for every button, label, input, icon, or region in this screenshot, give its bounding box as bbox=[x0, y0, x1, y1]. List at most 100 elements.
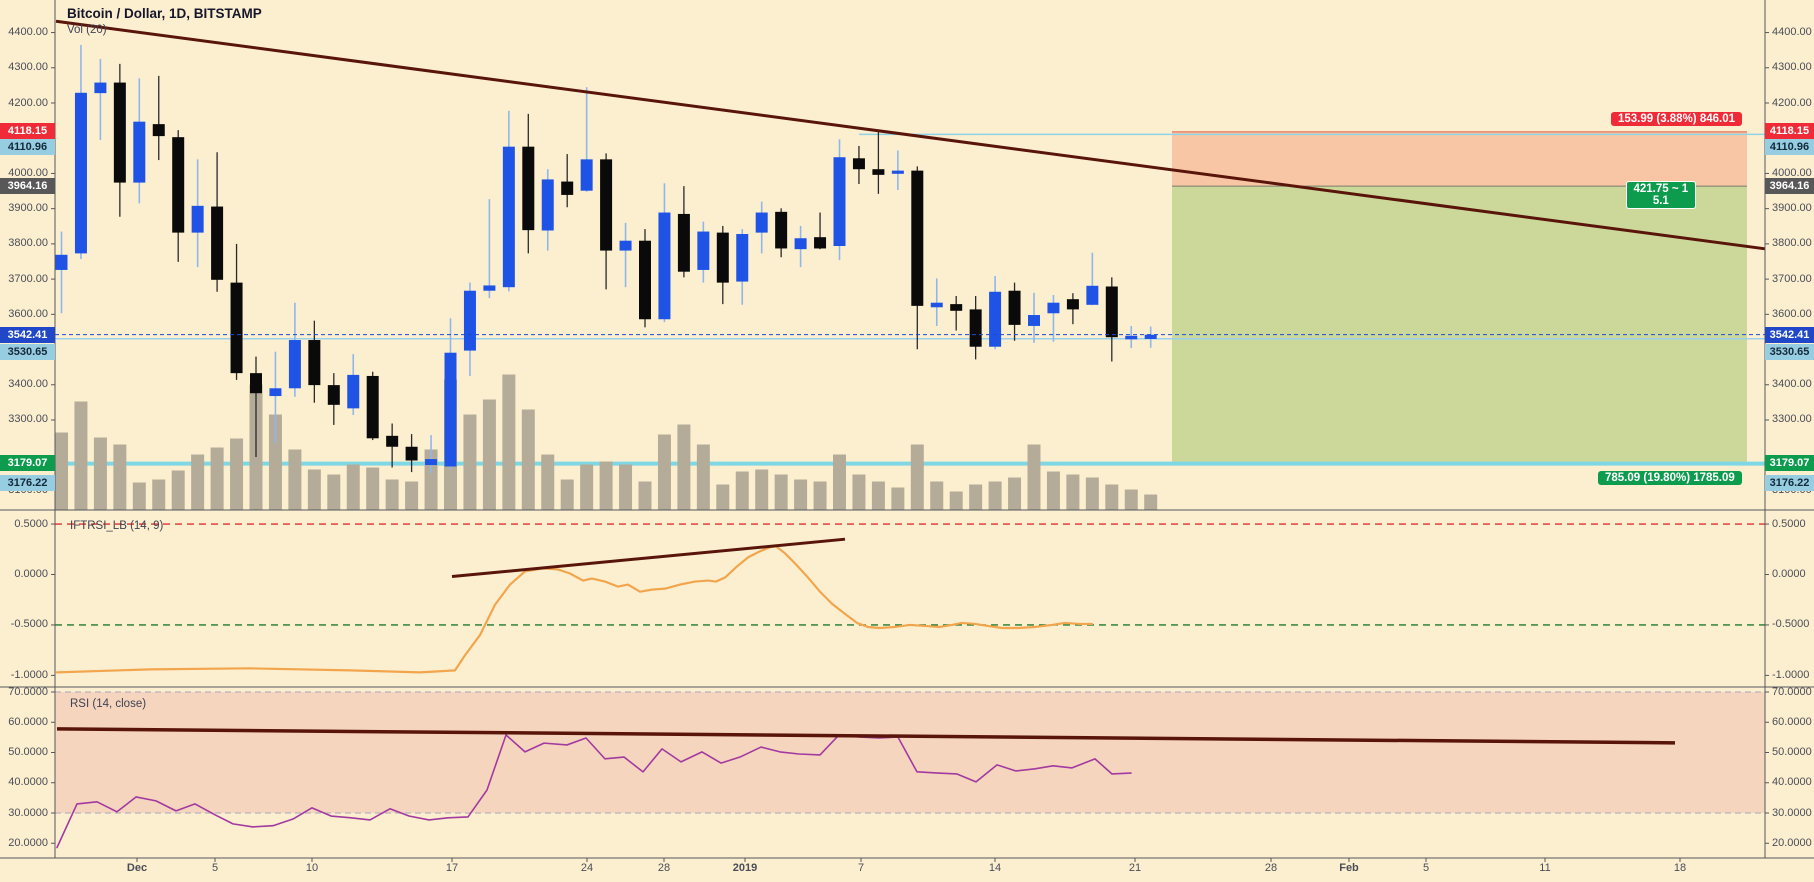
candle-body bbox=[74, 92, 87, 254]
candle-body bbox=[658, 212, 671, 320]
rsi-tick-label-left: 30.0000 bbox=[8, 806, 48, 819]
volume-bar bbox=[191, 454, 205, 510]
time-tick-label: 5 bbox=[1422, 862, 1430, 874]
position-target-zone[interactable] bbox=[1172, 186, 1747, 463]
candle-body bbox=[250, 373, 262, 394]
volume-bar bbox=[949, 491, 963, 510]
volume-bar bbox=[1008, 477, 1022, 510]
volume-bar bbox=[1046, 471, 1060, 510]
volume-bar bbox=[93, 437, 107, 510]
volume-bar bbox=[541, 454, 555, 510]
candle-body bbox=[891, 170, 904, 174]
candle-body bbox=[755, 212, 768, 233]
volume-bar bbox=[405, 481, 419, 510]
volume-bar bbox=[1144, 494, 1158, 510]
iftrsi-tick-label-right: -0.5000 bbox=[1772, 618, 1810, 631]
candle-body bbox=[211, 206, 224, 280]
price-axis-badge-right: 4118.15 bbox=[1765, 122, 1814, 139]
volume-bar bbox=[74, 401, 88, 510]
volume-bar bbox=[55, 432, 68, 510]
volume-bar bbox=[288, 449, 302, 510]
time-tick-label: Dec bbox=[126, 862, 148, 874]
rsi-tick-label-right: 40.0000 bbox=[1772, 776, 1812, 789]
price-axis-badge-left: 4110.96 bbox=[0, 139, 55, 155]
time-tick-label: 11 bbox=[1539, 862, 1551, 874]
candle-body bbox=[366, 375, 379, 439]
candle-body bbox=[133, 121, 146, 183]
time-tick-label: 10 bbox=[305, 862, 319, 874]
candle-body bbox=[269, 388, 282, 397]
candle-body bbox=[191, 205, 204, 233]
candle-body bbox=[911, 170, 924, 306]
price-tick-label-right: 3400.00 bbox=[1772, 378, 1812, 391]
volume-bar bbox=[657, 434, 671, 510]
price-tick-label-left: 4200.00 bbox=[8, 96, 48, 109]
candle-body bbox=[113, 82, 126, 183]
price-axis-badge-left: 3542.41 bbox=[0, 326, 55, 343]
time-tick-label: 17 bbox=[445, 862, 459, 874]
price-tick-label-left: 3700.00 bbox=[8, 272, 48, 285]
volume-bar bbox=[132, 482, 146, 510]
volume-bar bbox=[755, 469, 769, 510]
volume-bar bbox=[521, 409, 535, 510]
rsi-trendline[interactable] bbox=[56, 727, 1676, 745]
candle-body bbox=[736, 234, 749, 282]
candle-body bbox=[775, 211, 788, 249]
candle-body bbox=[230, 282, 243, 374]
rsi-tick-label-right: 50.0000 bbox=[1772, 746, 1812, 758]
candle-body bbox=[969, 309, 982, 347]
position-risk-reward-badge[interactable]: 421.75 ~ 1 5.1 bbox=[1625, 181, 1697, 209]
price-tick-label-right: 4000.00 bbox=[1772, 166, 1812, 179]
iftrsi-trendline[interactable] bbox=[451, 537, 846, 579]
volume-bar bbox=[327, 474, 341, 510]
position-stop-zone[interactable] bbox=[1172, 131, 1747, 187]
price-tick-label-right: 3300.00 bbox=[1772, 413, 1812, 426]
volume-bar bbox=[1085, 477, 1099, 510]
volume-bar bbox=[346, 464, 360, 510]
time-tick-label: Feb bbox=[1339, 862, 1359, 874]
candle-body bbox=[386, 435, 399, 447]
candle-body bbox=[1047, 302, 1060, 314]
rsi-tick-label-right: 20.0000 bbox=[1772, 836, 1812, 849]
price-axis-badge-right: 3542.41 bbox=[1765, 326, 1814, 343]
price-tick-label-right: 4200.00 bbox=[1772, 96, 1812, 109]
candle-body bbox=[561, 181, 574, 195]
price-tick-label-right: 3800.00 bbox=[1772, 237, 1812, 250]
position-stop-badge: 153.99 (3.88%) 846.01 bbox=[1611, 112, 1743, 126]
candle-body bbox=[541, 179, 554, 231]
time-tick-label: 21 bbox=[1128, 862, 1142, 874]
candle-body bbox=[989, 291, 1002, 347]
volume-bar bbox=[930, 481, 944, 510]
price-tick-label-left: 3300.00 bbox=[8, 413, 48, 426]
candle-body bbox=[1105, 286, 1118, 338]
candle-body bbox=[502, 146, 515, 288]
candle-body bbox=[833, 157, 846, 246]
volume-bar bbox=[171, 470, 185, 510]
volume-bar bbox=[366, 467, 380, 510]
main-trendline[interactable] bbox=[55, 19, 1766, 251]
candle-body bbox=[697, 231, 710, 270]
volume-bar bbox=[268, 414, 282, 510]
candle-body bbox=[1008, 290, 1021, 325]
candle-body bbox=[852, 158, 865, 170]
price-tick-label-right: 3700.00 bbox=[1772, 272, 1812, 285]
volume-bar bbox=[210, 447, 224, 510]
price-tick-label-right: 3900.00 bbox=[1772, 202, 1812, 215]
volume-bar bbox=[988, 481, 1002, 510]
volume-bar bbox=[463, 414, 477, 510]
candle-body bbox=[716, 232, 729, 283]
price-tick-label-left: 4300.00 bbox=[8, 61, 48, 74]
candle-body bbox=[1125, 335, 1138, 340]
volume-bar bbox=[599, 461, 613, 510]
volume-bar bbox=[482, 399, 496, 510]
volume-bar bbox=[696, 444, 710, 510]
iftrsi-tick-label-left: -0.5000 bbox=[10, 618, 48, 631]
candle-body bbox=[794, 238, 807, 250]
candle-body bbox=[1028, 315, 1040, 326]
iftrsi-tick-label-right: 0.5000 bbox=[1772, 517, 1806, 530]
volume-bar bbox=[230, 438, 244, 510]
price-axis-badge-right: 3964.16 bbox=[1765, 178, 1814, 194]
price-axis-badge-left: 3530.65 bbox=[0, 344, 55, 360]
price-tick-label-left: 3900.00 bbox=[8, 202, 48, 215]
